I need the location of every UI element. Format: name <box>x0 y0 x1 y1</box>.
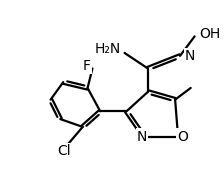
Text: Cl: Cl <box>57 144 71 158</box>
Text: N: N <box>137 130 147 144</box>
Text: H₂N: H₂N <box>94 42 121 56</box>
Text: OH: OH <box>199 28 221 42</box>
Text: N: N <box>185 49 195 63</box>
Text: F: F <box>82 59 90 73</box>
Text: O: O <box>177 130 188 144</box>
